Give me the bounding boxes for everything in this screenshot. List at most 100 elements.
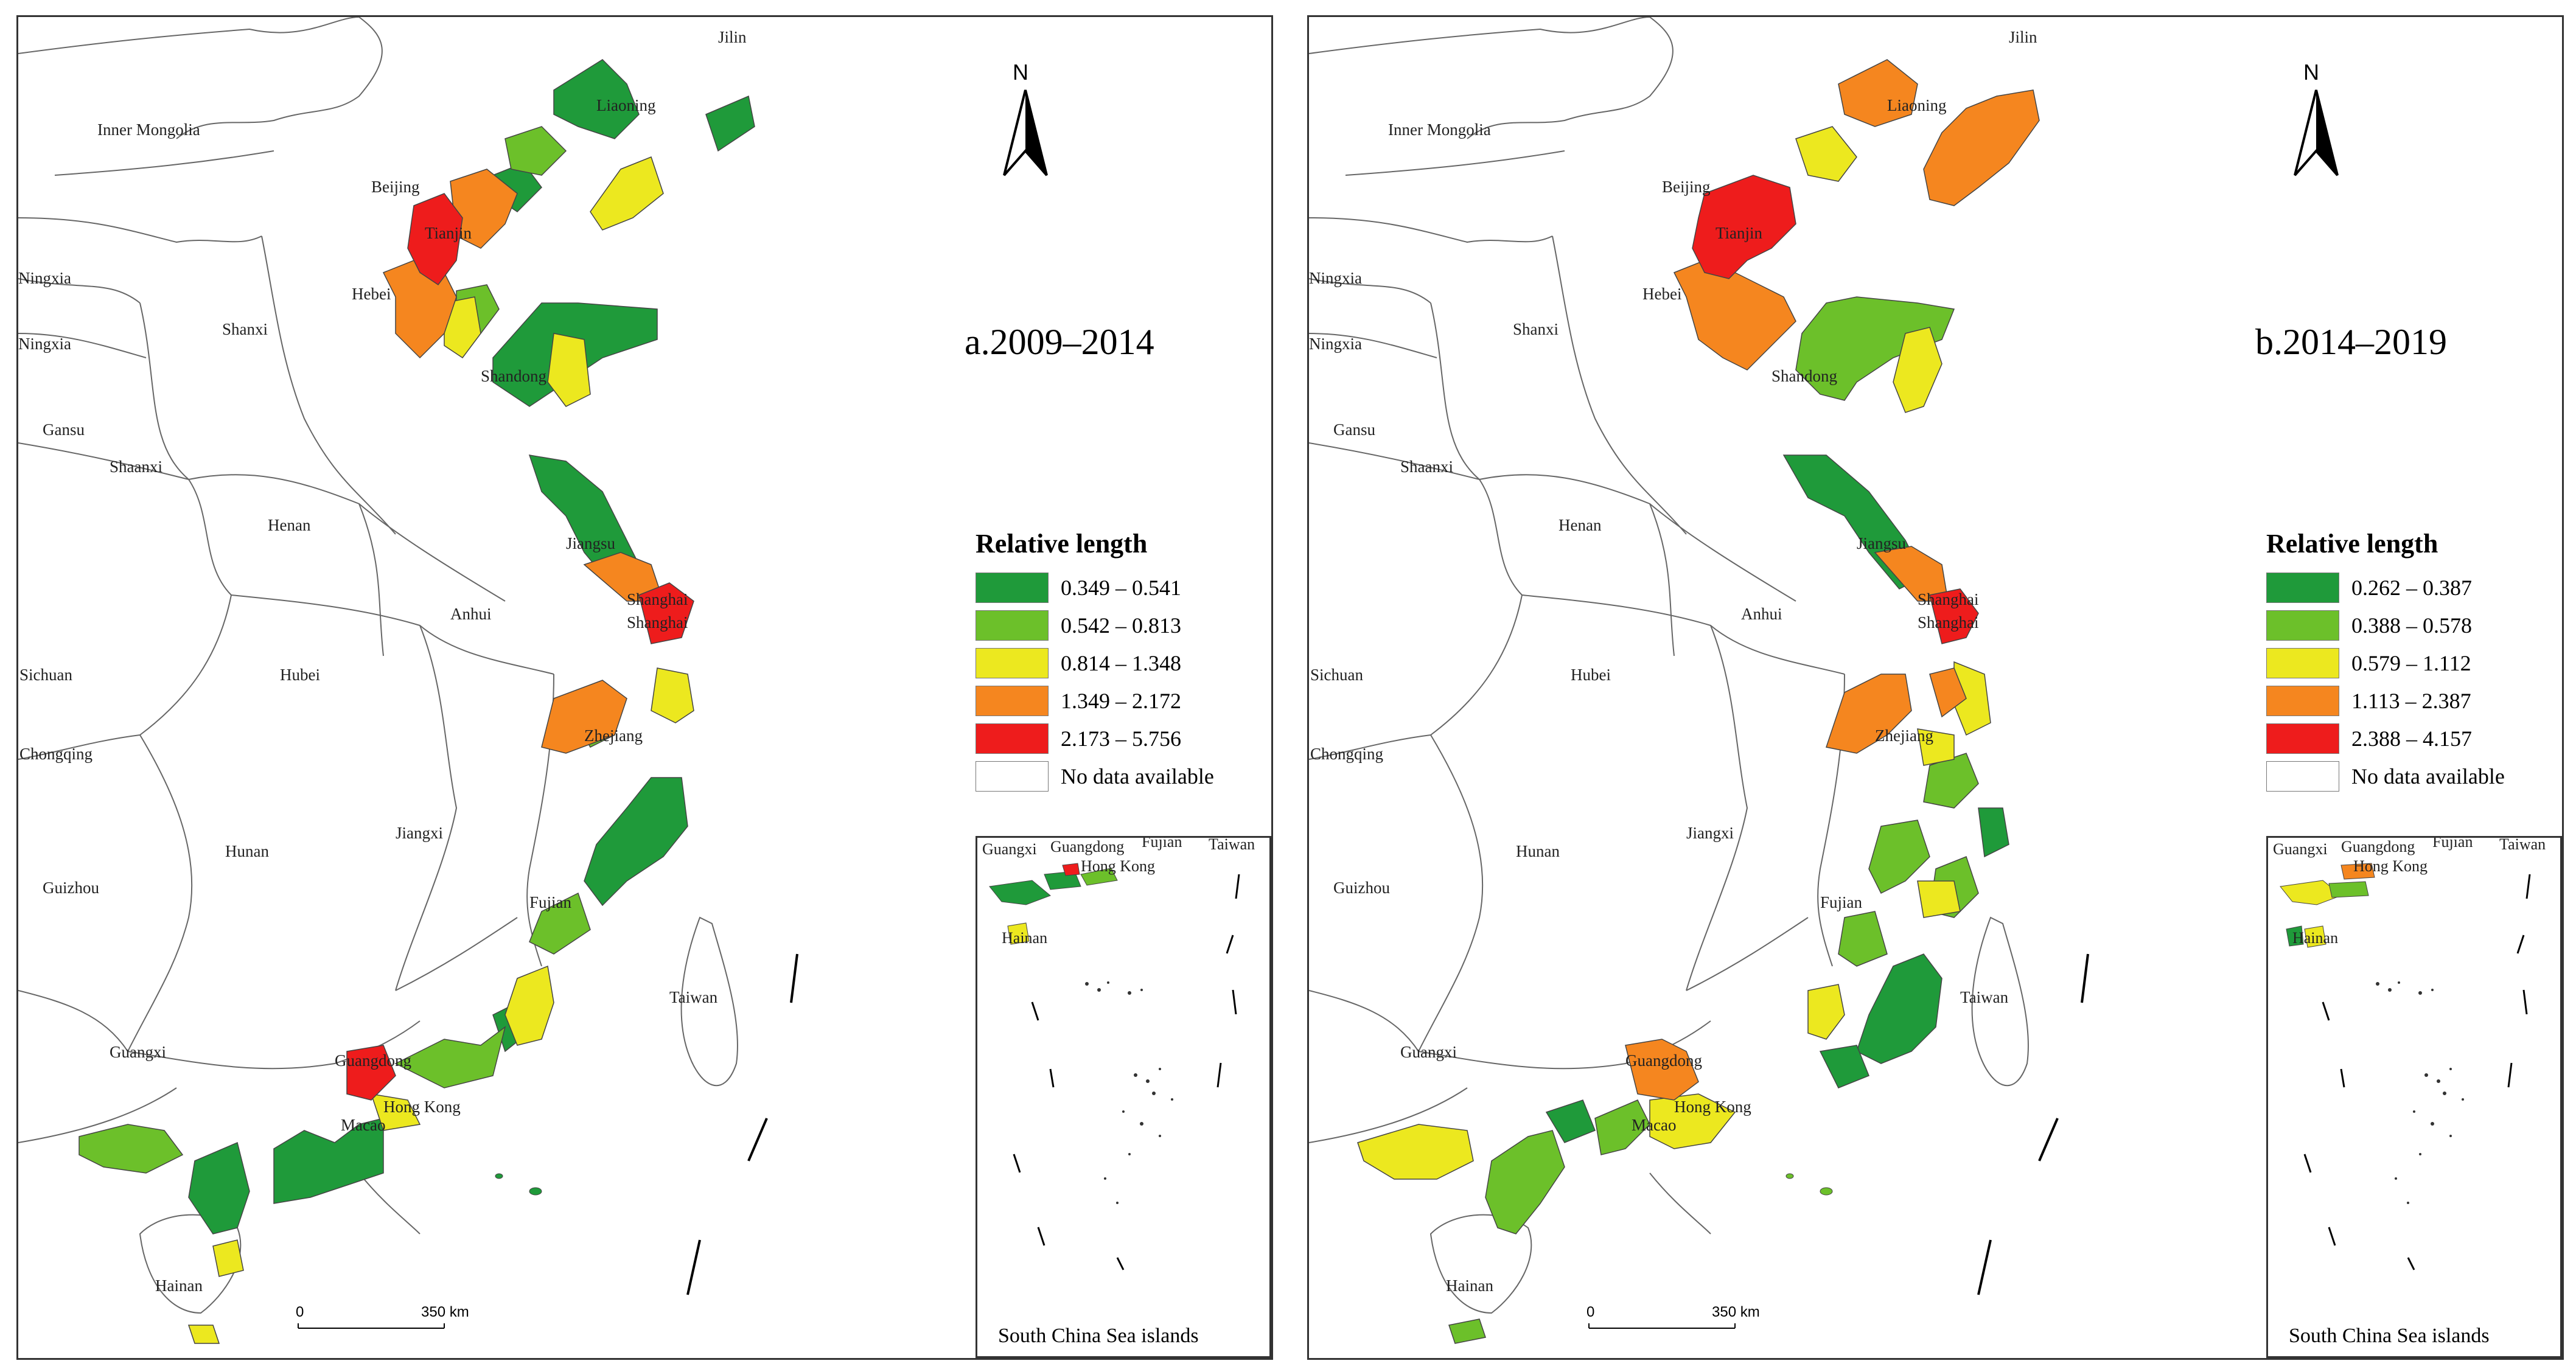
- inset-title: South China Sea islands: [998, 1325, 1199, 1347]
- place-label-fujian: Fujian: [529, 893, 572, 911]
- place-label-guangxi: Guangxi: [110, 1043, 166, 1061]
- legend-swatch-no-data: [2266, 761, 2339, 792]
- place-label-shanxi: Shanxi: [222, 320, 268, 338]
- place-label-ningxia-1: Ningxia: [1309, 269, 1362, 287]
- inset-map: [989, 863, 1240, 1270]
- north-arrow: N: [998, 60, 1053, 181]
- place-label-chongqing: Chongqing: [1310, 745, 1384, 763]
- inset-label-guangdong: Guangdong: [1050, 838, 1125, 855]
- inset-label-hong-kong: Hong Kong: [1081, 857, 1156, 875]
- inset-label-guangxi: Guangxi: [2273, 840, 2328, 858]
- place-label-henan: Henan: [268, 516, 311, 534]
- place-label-hainan: Hainan: [1446, 1276, 1493, 1295]
- map-panel-2009-2014: Jilin Inner Mongolia Liaoning Beijing Ti…: [16, 15, 1273, 1360]
- place-label-shandong: Shandong: [1771, 367, 1837, 385]
- place-label-shanghai-2: Shanghai: [627, 613, 688, 632]
- place-label-taiwan: Taiwan: [669, 988, 718, 1006]
- inset-label-fujian: Fujian: [1142, 836, 1182, 851]
- place-label-anhui: Anhui: [1741, 605, 1782, 623]
- legend-label: 0.262 – 0.387: [2351, 576, 2472, 600]
- scale-end-label: 350 km: [421, 1304, 469, 1320]
- place-label-hebei: Hebei: [352, 285, 391, 303]
- place-label-macao: Macao: [341, 1116, 386, 1134]
- legend-row-no-data: No data available: [976, 757, 1268, 795]
- place-label-tianjin: Tianjin: [425, 224, 472, 242]
- legend-row: 2.173 – 5.756: [976, 720, 1268, 757]
- inset-title: South China Sea islands: [2289, 1325, 2490, 1347]
- map-base: [18, 17, 798, 1344]
- legend-swatch: [2266, 648, 2339, 678]
- place-label-shanghai-1: Shanghai: [627, 590, 688, 608]
- place-label-guizhou: Guizhou: [1333, 879, 1390, 897]
- north-label: N: [1013, 60, 1028, 85]
- place-label-chongqing: Chongqing: [19, 745, 93, 763]
- legend-swatch: [976, 573, 1049, 603]
- place-label-zhejiang: Zhejiang: [1875, 726, 1933, 745]
- place-label-hubei: Hubei: [280, 666, 320, 684]
- inset-south-china-sea: Guangxi Guangdong Fujian Taiwan Hong Kon…: [976, 836, 1271, 1358]
- scale-start-label: 0: [1586, 1304, 1595, 1320]
- inset-label-taiwan: Taiwan: [1209, 836, 1255, 853]
- place-label-sichuan: Sichuan: [1310, 666, 1363, 684]
- scale-start-label: 0: [296, 1304, 304, 1320]
- legend-label-no-data: No data available: [1061, 764, 1214, 789]
- inset-south-china-sea: Guangxi Guangdong Fujian Taiwan Hong Kon…: [2266, 836, 2562, 1358]
- legend-swatch-no-data: [976, 761, 1049, 792]
- north-arrow-icon: [2294, 89, 2339, 176]
- place-label-hong-kong: Hong Kong: [1674, 1098, 1751, 1116]
- place-label-ningxia-2: Ningxia: [18, 335, 71, 353]
- map-base: [1309, 17, 2089, 1344]
- legend-title: Relative length: [976, 529, 1148, 559]
- legend-swatch: [976, 610, 1049, 641]
- inset-label-guangdong: Guangdong: [2341, 838, 2415, 855]
- scale-bar-graphic: [298, 1323, 445, 1329]
- place-label-jiangxi: Jiangxi: [396, 824, 443, 842]
- place-label-hubei: Hubei: [1571, 666, 1611, 684]
- inset-label-hong-kong: Hong Kong: [2353, 857, 2428, 875]
- inset-label-hainan: Hainan: [2292, 929, 2339, 947]
- place-label-beijing: Beijing: [1662, 178, 1711, 196]
- legend-label: 0.388 – 0.578: [2351, 613, 2472, 638]
- place-label-beijing: Beijing: [371, 178, 420, 196]
- place-label-guizhou: Guizhou: [43, 879, 99, 897]
- place-label-guangdong: Guangdong: [1625, 1051, 1702, 1070]
- place-label-jiangsu: Jiangsu: [1857, 534, 1906, 552]
- legend: Relative length 0.262 – 0.387 0.388 – 0.…: [2266, 528, 2558, 795]
- legend-title: Relative length: [2266, 529, 2438, 559]
- legend-row: 0.262 – 0.387: [2266, 569, 2558, 607]
- legend-label: 0.579 – 1.112: [2351, 651, 2471, 675]
- place-label-hong-kong: Hong Kong: [383, 1098, 461, 1116]
- place-label-inner-mongolia: Inner Mongolia: [97, 120, 200, 139]
- place-label-inner-mongolia: Inner Mongolia: [1388, 120, 1491, 139]
- legend-swatch: [2266, 573, 2339, 603]
- north-arrow: N: [2289, 60, 2344, 181]
- place-label-sichuan: Sichuan: [19, 666, 72, 684]
- legend-row-no-data: No data available: [2266, 757, 2558, 795]
- north-label: N: [2303, 60, 2319, 85]
- legend-row: 0.542 – 0.813: [976, 607, 1268, 644]
- scale-bar: 0 350 km: [280, 1304, 511, 1346]
- legend-swatch: [2266, 723, 2339, 754]
- place-label-macao: Macao: [1632, 1116, 1677, 1134]
- legend-row: 0.388 – 0.578: [2266, 607, 2558, 644]
- inset-label-guangxi: Guangxi: [982, 840, 1037, 858]
- place-label-hunan: Hunan: [225, 842, 269, 860]
- place-label-shanghai-1: Shanghai: [1918, 590, 1979, 608]
- legend-swatch: [976, 723, 1049, 754]
- scale-bar: 0 350 km: [1571, 1304, 1802, 1346]
- legend-swatch: [2266, 686, 2339, 716]
- place-label-fujian: Fujian: [1820, 893, 1863, 911]
- place-label-anhui: Anhui: [450, 605, 492, 623]
- legend-label: 0.542 – 0.813: [1061, 613, 1181, 638]
- place-label-zhejiang: Zhejiang: [584, 726, 643, 745]
- place-label-shanxi: Shanxi: [1513, 320, 1559, 338]
- place-label-hainan: Hainan: [155, 1276, 203, 1295]
- inset-label-hainan: Hainan: [1002, 929, 1048, 947]
- legend-label: 1.349 – 2.172: [1061, 689, 1181, 713]
- legend-row: 1.349 – 2.172: [976, 682, 1268, 720]
- place-label-tianjin: Tianjin: [1716, 224, 1763, 242]
- legend-label: 2.388 – 4.157: [2351, 726, 2472, 751]
- map-period-title: b.2014–2019: [2255, 322, 2447, 362]
- place-label-liaoning: Liaoning: [596, 96, 656, 114]
- legend-row: 0.814 – 1.348: [976, 644, 1268, 682]
